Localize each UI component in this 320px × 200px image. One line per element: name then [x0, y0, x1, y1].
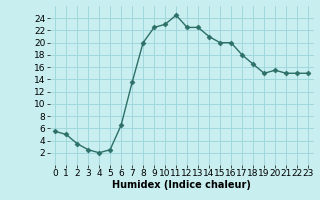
X-axis label: Humidex (Indice chaleur): Humidex (Indice chaleur) [112, 180, 251, 190]
